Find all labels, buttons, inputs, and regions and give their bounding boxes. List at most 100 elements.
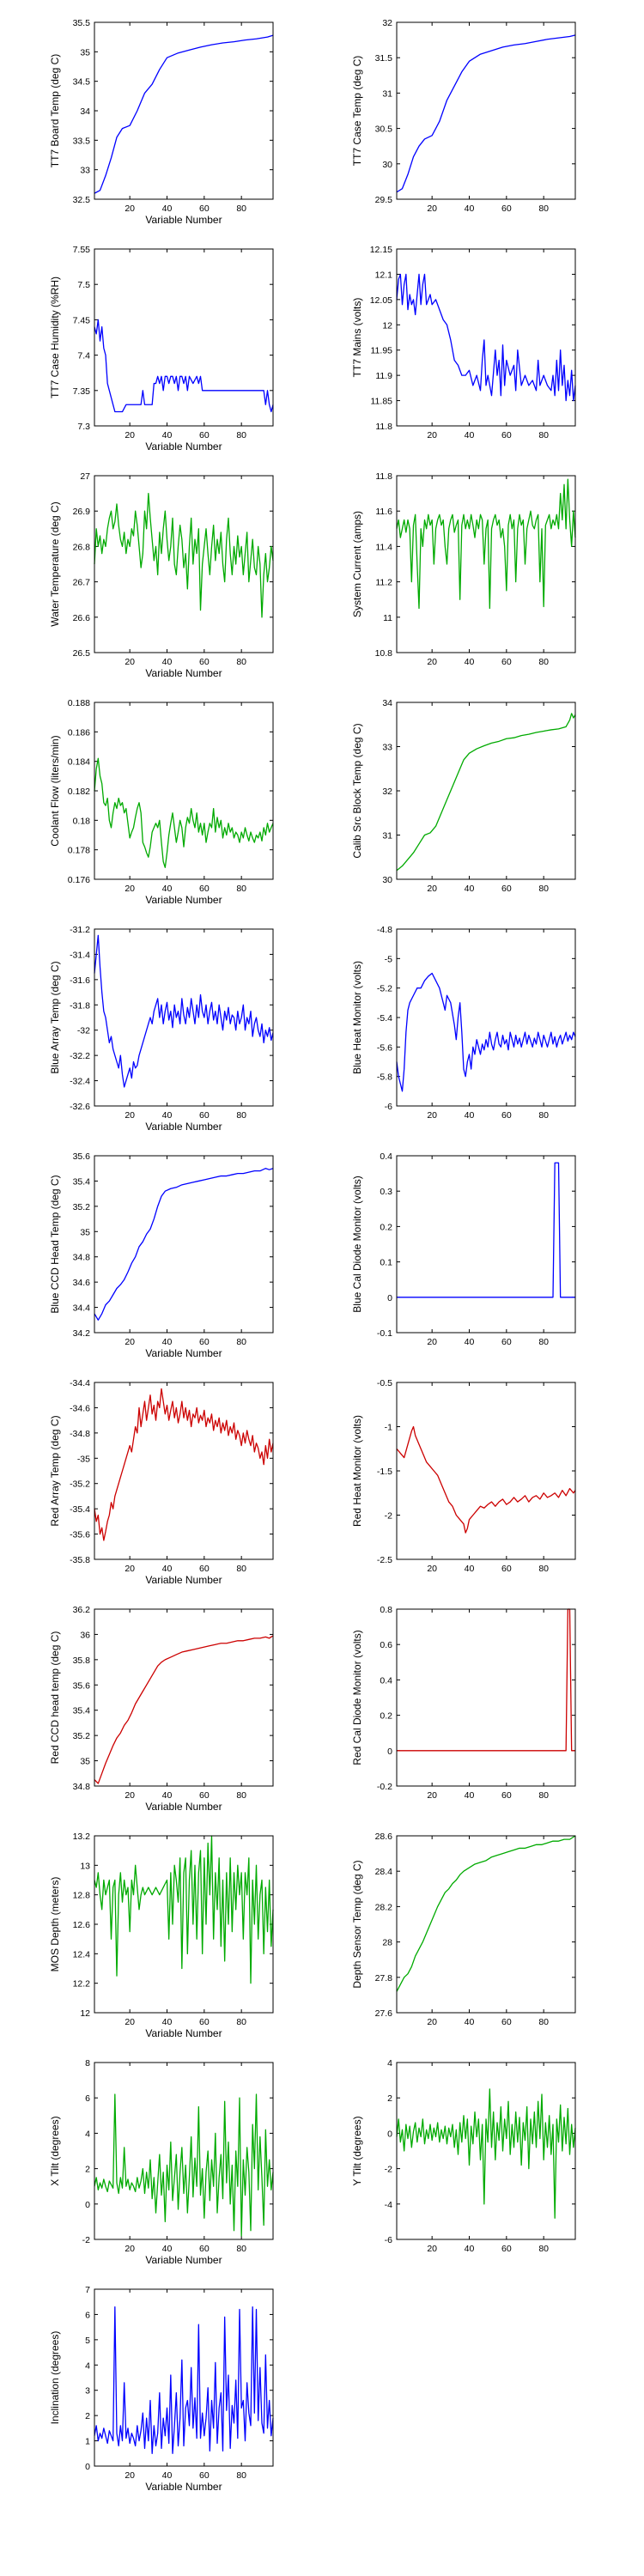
y-tick-label: -35.6	[70, 1530, 90, 1540]
y-tick-label: 7.45	[73, 315, 91, 325]
x-tick-label: 80	[538, 204, 549, 214]
x-axis-label: Variable Number	[145, 667, 222, 679]
chart-7: 0.176 0.178 0.18 0.182 0.184 0.186 0.188 20 40 60…	[49, 698, 274, 906]
y-tick-label: 0.2	[380, 1222, 392, 1232]
y-tick-label: -2	[385, 1511, 392, 1522]
y-tick-label: 35.6	[73, 1680, 91, 1691]
chart-16: -0.2 0 0.2 0.4 0.6 0.8 20 40 60 80 Red Cal Diode M…	[351, 1605, 576, 1801]
series-line	[94, 757, 274, 868]
plot-frame	[94, 475, 274, 653]
y-tick-label: 35.5	[73, 18, 91, 28]
x-axis-label: Variable Number	[145, 2027, 222, 2039]
x-tick-label: 20	[427, 204, 437, 214]
x-tick-label: 40	[465, 1564, 475, 1574]
series-line	[396, 34, 576, 193]
y-tick-label: 28.2	[375, 1902, 393, 1912]
chart-1: 32.5 33 33.5 34 34.5 35 35.5 20 40 60 80 Variable N…	[49, 18, 274, 226]
x-axis-label: Variable Number	[145, 214, 222, 226]
y-tick-label: 7.3	[77, 422, 90, 432]
plot-frame	[396, 475, 576, 653]
y-tick-label: 35.4	[73, 1176, 91, 1187]
y-tick-label: 26.7	[73, 578, 91, 588]
y-tick-label: 30.5	[375, 125, 393, 135]
x-tick-label: 80	[236, 657, 246, 667]
y-tick-label: 35	[80, 1757, 90, 1767]
y-tick-label: -2	[385, 2165, 392, 2175]
y-axis-label: Calib Src Block Temp (deg C)	[351, 723, 363, 858]
y-axis-label: Red CCD head temp (deg C)	[49, 1631, 61, 1765]
y-axis-label: MOS Depth (meters)	[49, 1877, 61, 1972]
x-axis-label: Variable Number	[145, 2254, 222, 2266]
y-tick-label: 34	[382, 698, 392, 708]
x-axis-label: Variable Number	[145, 894, 222, 906]
x-tick-label: 20	[125, 1337, 135, 1347]
y-tick-label: 34.5	[73, 77, 91, 88]
y-tick-label: 4	[85, 2129, 90, 2139]
x-tick-label: 80	[236, 1564, 246, 1574]
y-tick-label: 29.5	[375, 195, 393, 205]
plot-frame	[94, 928, 274, 1107]
y-tick-label: 28.4	[375, 1867, 393, 1877]
plot-frame	[94, 2288, 274, 2467]
series-line	[94, 1635, 274, 1784]
series-line	[396, 273, 576, 402]
x-tick-label: 60	[501, 2244, 512, 2254]
y-tick-label: 0.4	[380, 1675, 392, 1686]
y-tick-label: -6	[385, 1102, 392, 1112]
y-tick-label: 35.4	[73, 1706, 91, 1716]
y-axis-label: X Tilt (degrees)	[49, 2116, 61, 2185]
chart-20: -6 -4 -2 0 2 4 20 40 60 80 Y Tilt (degrees)	[351, 2058, 576, 2254]
x-tick-label: 20	[125, 657, 135, 667]
y-tick-label: -34.8	[70, 1429, 90, 1439]
y-tick-label: 6	[85, 2093, 90, 2104]
series-line	[94, 319, 274, 413]
plot-frame	[396, 21, 576, 200]
y-tick-label: -0.1	[377, 1328, 392, 1339]
y-axis-label: Blue Array Temp (deg C)	[49, 961, 61, 1073]
y-tick-label: 10.8	[375, 648, 393, 659]
x-tick-label: 80	[236, 2017, 246, 2027]
x-tick-label: 80	[538, 1564, 549, 1574]
y-axis-label: Blue CCD Head Temp (deg C)	[49, 1175, 61, 1313]
y-tick-label: 7.4	[77, 351, 90, 361]
y-tick-label: -35.4	[70, 1504, 90, 1515]
y-tick-label: 0.1	[380, 1258, 392, 1268]
x-tick-label: 80	[236, 1337, 246, 1347]
y-tick-label: -35.8	[70, 1555, 90, 1565]
x-tick-label: 60	[501, 1337, 512, 1347]
chart-8: 30 31 32 33 34 20 40 60 80 Calib Src Block Temp (…	[351, 698, 576, 894]
y-tick-label: 0.178	[68, 846, 90, 856]
y-tick-label: 27	[80, 471, 90, 482]
y-tick-label: 33	[80, 166, 90, 176]
chart-9: -32.6 -32.4 -32.2 -32 -31.8 -31.6 -31.4 -31.2 20…	[49, 925, 274, 1133]
y-tick-label: 2	[387, 2093, 392, 2104]
x-tick-label: 80	[236, 1110, 246, 1121]
y-tick-label: 30	[382, 875, 392, 885]
chart-13: -35.8 -35.6 -35.4 -35.2 -35 -34.8 -34.6 -34.4 20…	[49, 1378, 274, 1586]
y-tick-label: 0.184	[68, 757, 90, 768]
y-tick-label: 11.9	[375, 371, 392, 381]
y-axis-label: Coolant Flow (liters/min)	[49, 735, 61, 846]
x-tick-label: 20	[427, 1564, 437, 1574]
y-tick-label: -31.6	[70, 975, 90, 986]
y-tick-label: -1.5	[377, 1467, 392, 1477]
plot-frame	[94, 1155, 274, 1334]
y-axis-label: Red Heat Monitor (volts)	[351, 1415, 363, 1527]
series-line	[396, 713, 576, 872]
y-tick-label: -4.8	[377, 925, 392, 935]
x-tick-label: 80	[236, 2244, 246, 2254]
y-tick-label: 12.1	[375, 270, 393, 280]
x-tick-label: 20	[125, 1790, 135, 1801]
x-tick-label: 80	[538, 1110, 549, 1121]
y-tick-label: 8	[85, 2058, 90, 2069]
y-tick-label: 11.85	[371, 397, 393, 407]
series-line	[396, 478, 576, 610]
x-tick-label: 20	[125, 2244, 135, 2254]
x-tick-label: 20	[125, 2017, 135, 2027]
y-tick-label: -5.8	[377, 1072, 392, 1083]
y-tick-label: -4	[385, 2200, 392, 2210]
x-tick-label: 40	[465, 2244, 475, 2254]
x-tick-label: 60	[199, 657, 210, 667]
plot-frame	[94, 1382, 274, 1560]
